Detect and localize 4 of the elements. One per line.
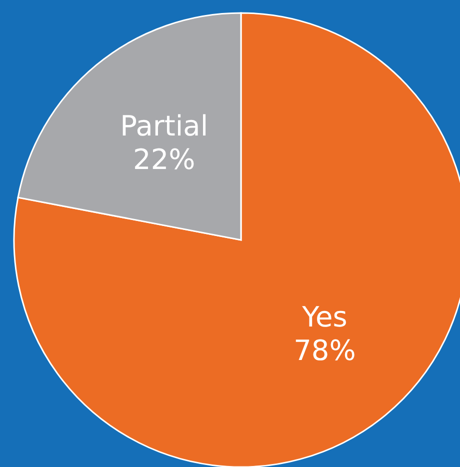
data-label: 78% xyxy=(294,334,356,367)
slice-label: Yes xyxy=(301,300,348,334)
data-label: 22% xyxy=(132,143,196,176)
slice-label: Partial xyxy=(120,110,208,143)
